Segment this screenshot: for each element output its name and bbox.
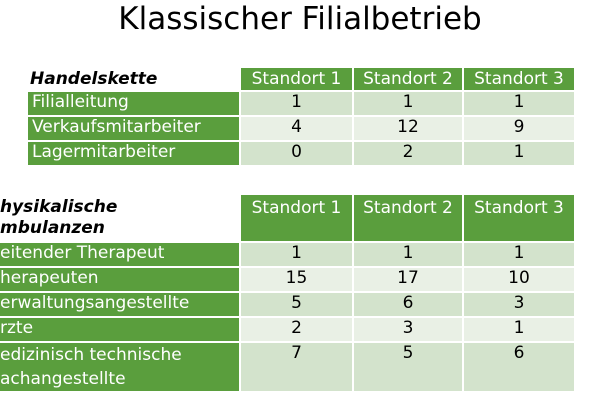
page-title: Klassischer Filialbetrieb [118,1,482,37]
row-label: erwaltungsangestellte [0,293,239,316]
cell-value: 0 [241,142,352,165]
cell-value: 15 [241,268,352,291]
table1-header-1: Standort 1 [241,68,352,90]
row-label: rzte [0,318,239,341]
cell-value: 3 [354,318,462,341]
table2-header-row: Standort 1 Standort 2 Standort 3 [0,195,574,241]
row-label: herapeuten [0,268,239,291]
row-label: Filialleitung [28,92,239,115]
table1-header-3: Standort 3 [464,68,574,90]
table-row: Filialleitung 1 1 1 [28,92,574,115]
row-label: edizinisch technische achangestellte [0,343,239,391]
table-row: herapeuten 15 17 10 [0,268,574,291]
cell-value: 1 [464,318,574,341]
table-row: eitender Therapeut 1 1 1 [0,243,574,266]
table1-header-2: Standort 2 [354,68,462,90]
cell-value: 2 [241,318,352,341]
cell-value: 17 [354,268,462,291]
table-row: Verkaufsmitarbeiter 4 12 9 [28,117,574,140]
table2-header-3: Standort 3 [464,195,574,241]
cell-value: 1 [354,243,462,266]
table1-header-row: Standort 1 Standort 2 Standort 3 [28,68,574,90]
cell-value: 7 [241,343,352,391]
cell-value: 5 [354,343,462,391]
table-row: rzte 2 3 1 [0,318,574,341]
cell-value: 1 [354,92,462,115]
cell-value: 1 [464,243,574,266]
table1: Standort 1 Standort 2 Standort 3 Filiall… [26,66,576,167]
table1-corner [28,68,239,90]
cell-value: 1 [464,92,574,115]
cell-value: 1 [241,243,352,266]
row-label-line2: achangestellte [0,369,126,389]
row-label-line1: edizinisch technische [0,345,182,365]
row-label: eitender Therapeut [0,243,239,266]
cell-value: 1 [464,142,574,165]
table2-caption: hysikalische mbulanzen [0,197,117,239]
cell-value: 6 [354,293,462,316]
cell-value: 3 [464,293,574,316]
table-row: erwaltungsangestellte 5 6 3 [0,293,574,316]
table2-header-1: Standort 1 [241,195,352,241]
cell-value: 5 [241,293,352,316]
cell-value: 6 [464,343,574,391]
cell-value: 9 [464,117,574,140]
table2-caption-line2: mbulanzen [0,218,105,238]
table-row: Lagermitarbeiter 0 2 1 [28,142,574,165]
table2-corner [0,195,239,241]
cell-value: 12 [354,117,462,140]
cell-value: 1 [241,92,352,115]
row-label: Lagermitarbeiter [28,142,239,165]
table2: Standort 1 Standort 2 Standort 3 eitende… [0,193,576,393]
table2-caption-line1: hysikalische [0,197,118,217]
cell-value: 4 [241,117,352,140]
cell-value: 2 [354,142,462,165]
row-label: Verkaufsmitarbeiter [28,117,239,140]
table-row: edizinisch technische achangestellte 7 5… [0,343,574,391]
table1-caption: Handelskette [30,69,158,89]
table2-header-2: Standort 2 [354,195,462,241]
cell-value: 10 [464,268,574,291]
